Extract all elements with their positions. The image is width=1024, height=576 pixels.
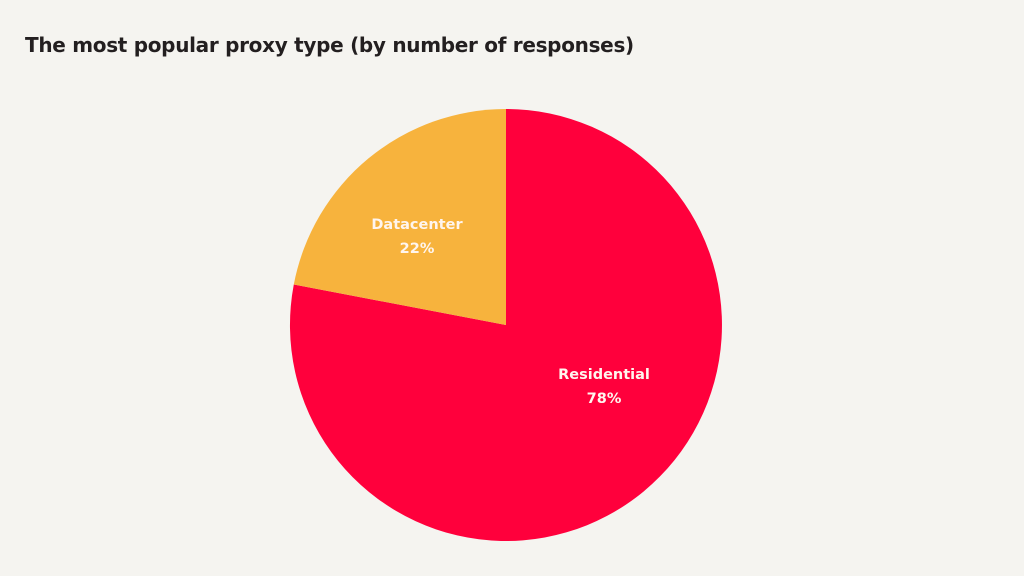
- residential-pct: 78%: [587, 391, 622, 407]
- residential-label: Residential: [558, 367, 650, 383]
- datacenter-label: Datacenter: [371, 217, 463, 233]
- residential-slice: [289, 109, 722, 541]
- datacenter-pct: 22%: [400, 241, 435, 257]
- datacenter-slice: [293, 109, 506, 325]
- chart-title: The most popular proxy type (by number o…: [25, 33, 634, 57]
